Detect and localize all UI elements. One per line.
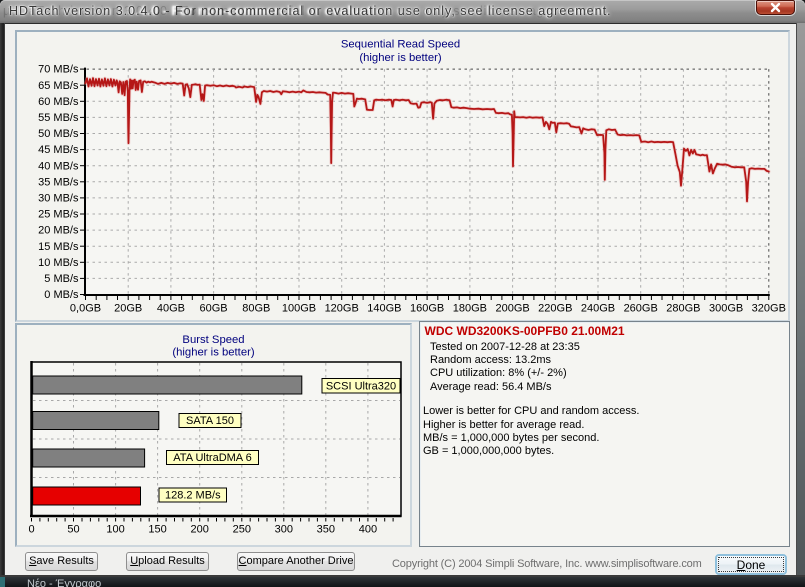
svg-text:140GB: 140GB	[367, 303, 401, 315]
svg-text:300: 300	[275, 524, 293, 536]
svg-text:320GB: 320GB	[752, 303, 786, 315]
svg-text:40 MB/s: 40 MB/s	[38, 160, 79, 172]
svg-text:350: 350	[317, 524, 335, 536]
svg-text:0 MB/s: 0 MB/s	[44, 289, 79, 301]
svg-text:260GB: 260GB	[624, 303, 658, 315]
svg-text:180GB: 180GB	[453, 303, 487, 315]
svg-text:Burst Speed: Burst Speed	[182, 334, 244, 346]
svg-text:200: 200	[191, 524, 209, 536]
svg-text:65 MB/s: 65 MB/s	[38, 80, 79, 92]
svg-text:35 MB/s: 35 MB/s	[38, 176, 79, 188]
svg-text:50: 50	[67, 524, 79, 536]
svg-text:55 MB/s: 55 MB/s	[38, 112, 79, 124]
svg-text:240GB: 240GB	[581, 303, 615, 315]
svg-text:70 MB/s: 70 MB/s	[38, 64, 79, 76]
svg-text:220GB: 220GB	[538, 303, 572, 315]
svg-text:280GB: 280GB	[666, 303, 700, 315]
svg-text:15 MB/s: 15 MB/s	[38, 241, 79, 253]
svg-text:(higher is better): (higher is better)	[172, 347, 254, 359]
svg-text:20GB: 20GB	[114, 303, 142, 315]
svg-text:128.2 MB/s: 128.2 MB/s	[165, 490, 221, 502]
svg-text:60GB: 60GB	[200, 303, 228, 315]
svg-text:80GB: 80GB	[242, 303, 270, 315]
svg-text:250: 250	[233, 524, 251, 536]
svg-text:10 MB/s: 10 MB/s	[38, 257, 79, 269]
svg-text:100GB: 100GB	[282, 303, 316, 315]
svg-text:0,0GB: 0,0GB	[70, 303, 101, 315]
svg-text:60 MB/s: 60 MB/s	[38, 96, 79, 108]
svg-text:40GB: 40GB	[157, 303, 185, 315]
svg-text:100: 100	[106, 524, 124, 536]
svg-text:300GB: 300GB	[709, 303, 743, 315]
svg-text:5 MB/s: 5 MB/s	[44, 273, 79, 285]
svg-text:SCSI Ultra320: SCSI Ultra320	[326, 380, 396, 392]
svg-text:0: 0	[28, 524, 34, 536]
svg-text:160GB: 160GB	[410, 303, 444, 315]
svg-text:30 MB/s: 30 MB/s	[38, 193, 79, 205]
svg-text:20 MB/s: 20 MB/s	[38, 225, 79, 237]
svg-text:45 MB/s: 45 MB/s	[38, 144, 79, 156]
svg-text:120GB: 120GB	[325, 303, 359, 315]
svg-text:150: 150	[148, 524, 166, 536]
svg-text:400: 400	[359, 524, 377, 536]
svg-text:Sequential Read Speed: Sequential Read Speed	[341, 39, 460, 51]
svg-text:SATA 150: SATA 150	[186, 415, 234, 427]
svg-text:ATA UltraDMA 6: ATA UltraDMA 6	[173, 452, 251, 464]
svg-text:200GB: 200GB	[495, 303, 529, 315]
svg-text:25 MB/s: 25 MB/s	[38, 209, 79, 221]
svg-text:50 MB/s: 50 MB/s	[38, 128, 79, 140]
svg-text:(higher is better): (higher is better)	[359, 52, 441, 64]
